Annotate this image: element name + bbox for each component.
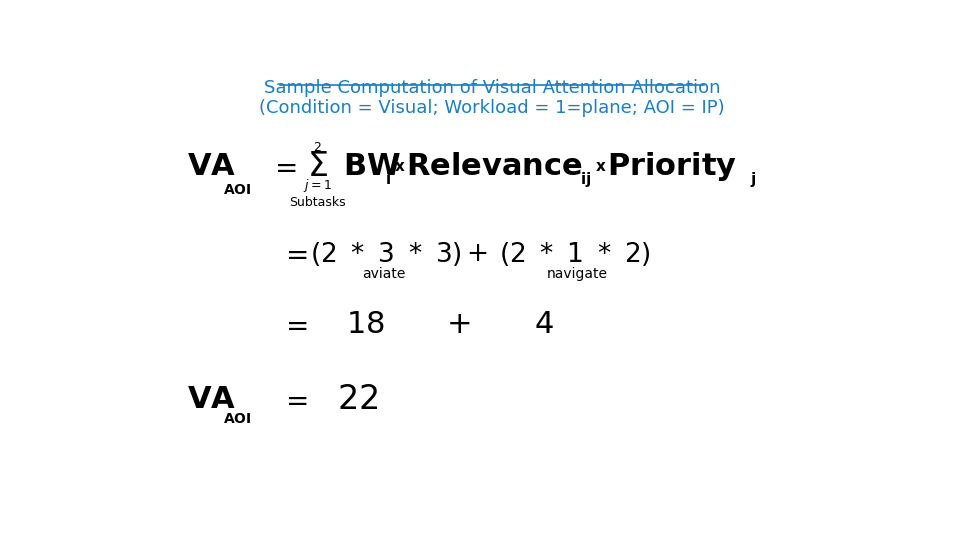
Text: aviate: aviate xyxy=(363,267,406,281)
Text: $22$: $22$ xyxy=(338,383,378,416)
Text: $\mathbf{x}$: $\mathbf{x}$ xyxy=(394,159,405,174)
Text: $\Sigma$: $\Sigma$ xyxy=(307,150,327,183)
Text: $=$: $=$ xyxy=(269,153,297,181)
Text: $(2\ *\ 1\ *\ 2)$: $(2\ *\ 1\ *\ 2)$ xyxy=(499,240,651,268)
Text: $\mathbf{j}$: $\mathbf{j}$ xyxy=(750,170,756,188)
Text: Subtasks: Subtasks xyxy=(289,196,346,209)
Text: $18$: $18$ xyxy=(347,310,385,339)
Text: $(2\ *\ 3\ *\ 3)$: $(2\ *\ 3\ *\ 3)$ xyxy=(310,240,462,268)
Text: $\mathbf{i}$: $\mathbf{i}$ xyxy=(385,171,391,187)
Text: $=$: $=$ xyxy=(280,386,308,414)
Text: $\mathbf{ij}$: $\mathbf{ij}$ xyxy=(580,170,591,188)
Text: $j=1$: $j=1$ xyxy=(302,177,331,194)
Text: $4$: $4$ xyxy=(534,310,554,339)
Text: navigate: navigate xyxy=(547,267,608,281)
Text: $\mathbf{x}$: $\mathbf{x}$ xyxy=(594,159,607,174)
Text: $\mathbf{AOI}$: $\mathbf{AOI}$ xyxy=(223,412,252,426)
Text: $\mathbf{Priority}$: $\mathbf{Priority}$ xyxy=(608,150,737,183)
Text: $+$: $+$ xyxy=(446,310,470,339)
Text: $\mathbf{VA}$: $\mathbf{VA}$ xyxy=(187,385,236,414)
Text: $=$: $=$ xyxy=(280,240,308,268)
Text: $2$: $2$ xyxy=(313,141,322,154)
Text: $+$: $+$ xyxy=(467,241,488,267)
Text: (Condition = Visual; Workload = 1=plane; AOI = IP): (Condition = Visual; Workload = 1=plane;… xyxy=(259,99,725,117)
Text: $\mathbf{Relevance}$: $\mathbf{Relevance}$ xyxy=(406,152,583,181)
Text: $=$: $=$ xyxy=(280,310,308,339)
Text: $\mathbf{VA}$: $\mathbf{VA}$ xyxy=(187,152,236,181)
Text: $\mathbf{AOI}$: $\mathbf{AOI}$ xyxy=(223,183,252,197)
Text: $\mathbf{BW}$: $\mathbf{BW}$ xyxy=(344,152,401,181)
Text: Sample Computation of Visual Attention Allocation: Sample Computation of Visual Attention A… xyxy=(264,79,720,97)
